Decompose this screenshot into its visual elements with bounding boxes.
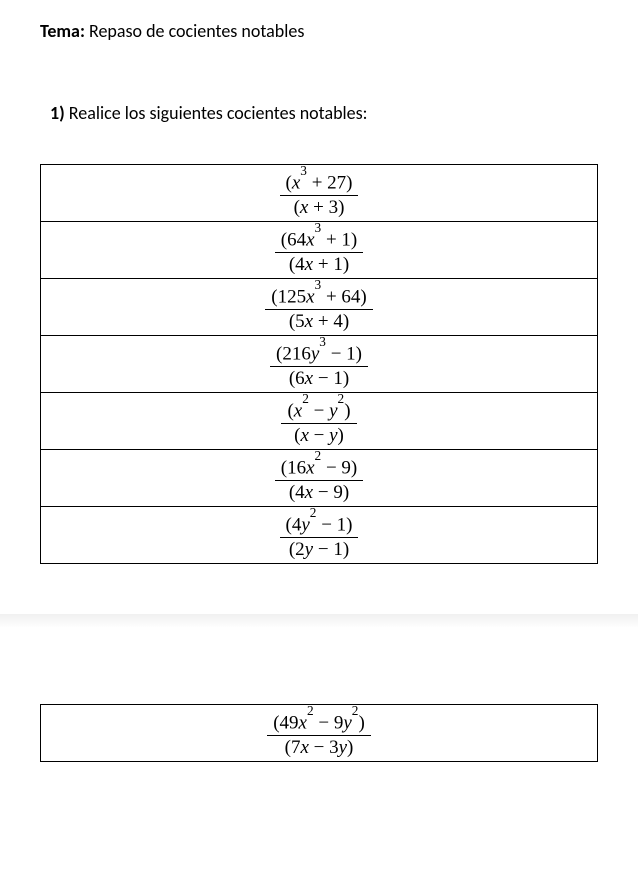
fraction-numerator: (x2 − y2)	[281, 397, 356, 424]
table-row: (16x2 − 9)(4x − 9)	[41, 450, 598, 507]
fraction: (49x2 − 9y2)(7x − 3y)	[267, 709, 371, 759]
fraction-numerator: (49x2 − 9y2)	[267, 709, 371, 736]
fraction-denominator: (x + 3)	[280, 196, 359, 219]
page-shadow	[0, 614, 638, 628]
quotients-table-2: (49x2 − 9y2)(7x − 3y)	[40, 704, 598, 762]
table-row: (x2 − y2)(x − y)	[41, 393, 598, 450]
table-row: (216y3 − 1)(6x − 1)	[41, 336, 598, 393]
table-cell: (49x2 − 9y2)(7x − 3y)	[41, 705, 598, 762]
fraction-denominator: (4x + 1)	[275, 253, 363, 276]
table-cell: (16x2 − 9)(4x − 9)	[41, 450, 598, 507]
fraction: (x2 − y2)(x − y)	[281, 397, 356, 447]
fraction-numerator: (216y3 − 1)	[270, 340, 368, 367]
instruction-number: 1)	[50, 102, 65, 124]
table-cell: (64x3 + 1)(4x + 1)	[41, 222, 598, 279]
fraction-denominator: (4x − 9)	[275, 481, 363, 504]
fraction-numerator: (125x3 + 64)	[265, 283, 372, 310]
table-cell: (4y2 − 1)(2y − 1)	[41, 507, 598, 564]
fraction: (16x2 − 9)(4x − 9)	[275, 454, 363, 504]
fraction-denominator: (2y − 1)	[280, 538, 359, 561]
fraction: (4y2 − 1)(2y − 1)	[280, 511, 359, 561]
quotients-table-1: (x3 + 27)(x + 3) (64x3 + 1)(4x + 1) (125x3…	[40, 164, 598, 564]
fraction: (125x3 + 64)(5x + 4)	[265, 283, 372, 333]
fraction-denominator: (5x + 4)	[265, 310, 372, 333]
tema-label: Tema:	[40, 20, 85, 42]
fraction: (x3 + 27)(x + 3)	[280, 169, 359, 219]
table-cell: (216y3 − 1)(6x − 1)	[41, 336, 598, 393]
tema-text: Repaso de cocientes notables	[85, 20, 304, 42]
fraction-denominator: (7x − 3y)	[267, 736, 371, 759]
table-row: (49x2 − 9y2)(7x − 3y)	[41, 705, 598, 762]
fraction-numerator: (4y2 − 1)	[280, 511, 359, 538]
page-gap	[40, 564, 598, 704]
fraction: (64x3 + 1)(4x + 1)	[275, 226, 363, 276]
instruction-line: 1) Realice los siguientes cocientes nota…	[50, 102, 598, 124]
fraction-numerator: (16x2 − 9)	[275, 454, 363, 481]
fraction-numerator: (x3 + 27)	[280, 169, 359, 196]
table-cell: (x2 − y2)(x − y)	[41, 393, 598, 450]
fraction: (216y3 − 1)(6x − 1)	[270, 340, 368, 390]
fraction-numerator: (64x3 + 1)	[275, 226, 363, 253]
table-row: (125x3 + 64)(5x + 4)	[41, 279, 598, 336]
table-row: (4y2 − 1)(2y − 1)	[41, 507, 598, 564]
tema-line: Tema: Repaso de cocientes notables	[40, 20, 598, 42]
table-cell: (x3 + 27)(x + 3)	[41, 165, 598, 222]
table-row: (64x3 + 1)(4x + 1)	[41, 222, 598, 279]
table-row: (x3 + 27)(x + 3)	[41, 165, 598, 222]
fraction-denominator: (x − y)	[281, 424, 356, 447]
table-cell: (125x3 + 64)(5x + 4)	[41, 279, 598, 336]
instruction-text: Realice los siguientes cocientes notable…	[65, 102, 368, 124]
fraction-denominator: (6x − 1)	[270, 367, 368, 390]
